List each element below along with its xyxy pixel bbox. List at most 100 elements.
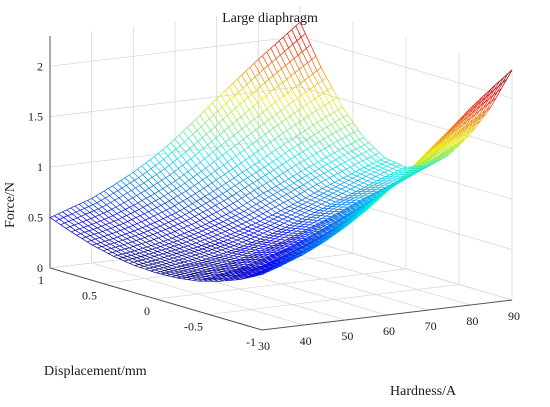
mesh-segment	[252, 140, 258, 144]
mesh-segment	[188, 260, 194, 264]
mesh-segment	[133, 246, 139, 250]
mesh-segment	[147, 230, 154, 235]
mesh-segment	[161, 211, 168, 217]
mesh-segment	[149, 266, 154, 269]
mesh-segment	[177, 277, 183, 280]
mesh-segment	[414, 163, 421, 169]
mesh-segment	[262, 211, 268, 214]
mesh-segment	[79, 228, 85, 233]
mesh-segment	[114, 242, 120, 247]
mesh-segment	[256, 201, 261, 205]
mesh-segment	[298, 206, 304, 209]
mesh-segment	[225, 180, 231, 184]
mesh-segment	[400, 164, 407, 168]
x-tick-label: 50	[341, 329, 353, 343]
mesh-segment	[177, 155, 182, 160]
mesh-segment	[96, 242, 101, 245]
mesh-segment	[262, 265, 268, 267]
mesh-segment	[219, 226, 225, 229]
mesh-segment	[279, 202, 284, 206]
mesh-segment	[195, 190, 200, 194]
mesh-segment	[193, 233, 200, 238]
mesh-segment	[212, 214, 219, 219]
mesh-segment	[313, 239, 319, 243]
mesh-segment	[174, 202, 179, 207]
mesh-segment	[301, 237, 307, 239]
mesh-segment	[245, 236, 251, 240]
mesh-segment	[232, 252, 238, 255]
mesh-segment	[331, 221, 338, 225]
mesh-segment	[93, 208, 99, 212]
mesh-segment	[244, 232, 250, 236]
mesh-segment	[189, 251, 195, 254]
mesh-segment	[174, 231, 181, 236]
mesh-segment	[364, 171, 371, 175]
mesh-segment	[220, 90, 226, 96]
mesh-segment	[175, 177, 180, 182]
mesh-segment	[203, 148, 209, 156]
mesh-segment	[214, 244, 221, 247]
mesh-segment	[483, 98, 490, 108]
mesh-segment	[299, 226, 306, 228]
mesh-segment	[136, 223, 143, 228]
mesh-segment	[275, 102, 281, 111]
y-tick-label: 0	[144, 304, 150, 318]
mesh-segment	[161, 180, 168, 187]
mesh-segment	[264, 270, 271, 273]
mesh-segment	[215, 202, 220, 206]
mesh-segment	[80, 209, 86, 215]
mesh-segment	[438, 144, 445, 152]
mesh-segment	[260, 198, 265, 203]
mesh-segment	[333, 222, 340, 226]
mesh-segment	[230, 259, 236, 262]
mesh-segment	[456, 136, 463, 144]
mesh-segment	[246, 251, 252, 254]
mesh-segment	[197, 207, 204, 213]
mesh-segment	[345, 168, 352, 175]
mesh-segment	[330, 152, 335, 156]
mesh-segment	[386, 165, 393, 169]
mesh-segment	[391, 182, 398, 186]
mesh-segment	[346, 202, 352, 206]
mesh-segment	[341, 136, 346, 140]
mesh-segment	[101, 224, 106, 227]
mesh-segment	[325, 199, 331, 203]
mesh-segment	[192, 229, 199, 234]
mesh-segment	[278, 218, 284, 222]
mesh-segment	[395, 162, 401, 166]
mesh-segment	[119, 244, 124, 247]
mesh-segment	[258, 158, 264, 162]
mesh-segment	[296, 173, 303, 179]
mesh-segment	[241, 128, 248, 137]
mesh-segment	[279, 236, 285, 238]
mesh-segment	[196, 256, 201, 259]
mesh-segment	[415, 160, 422, 168]
mesh-segment	[272, 113, 277, 118]
mesh-segment	[300, 83, 307, 93]
mesh-segment	[161, 230, 167, 235]
mesh-segment	[258, 213, 263, 217]
mesh-segment	[299, 241, 305, 244]
mesh-segment	[241, 195, 246, 199]
mesh-segment	[321, 217, 328, 220]
mesh-segment	[89, 233, 95, 236]
mesh-segment	[353, 155, 358, 159]
mesh-segment	[311, 113, 318, 123]
mesh-segment	[281, 68, 288, 80]
mesh-segment	[305, 197, 312, 201]
mesh-segment	[148, 209, 153, 213]
mesh-segment	[251, 275, 257, 278]
mesh-segment	[163, 266, 168, 269]
mesh-segment	[261, 144, 267, 149]
mesh-segment	[282, 196, 289, 201]
mesh-segment	[265, 239, 271, 242]
mesh-segment	[219, 241, 224, 244]
mesh-segment	[284, 178, 289, 182]
mesh-segment	[169, 200, 175, 206]
mesh-segment	[347, 150, 353, 154]
mesh-segment	[274, 138, 281, 148]
mesh-segment	[482, 104, 489, 114]
mesh-segment	[210, 244, 216, 247]
mesh-segment	[170, 207, 176, 214]
mesh-segment	[308, 124, 314, 129]
